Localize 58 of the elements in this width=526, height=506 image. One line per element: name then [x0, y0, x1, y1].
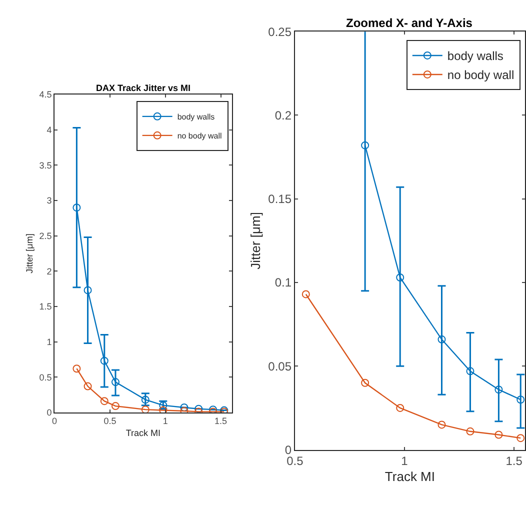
point [84, 382, 92, 390]
y-tick-label: 0 [284, 443, 292, 457]
point [100, 356, 108, 365]
chart-title: DAX Track Jitter vs MI [96, 83, 191, 93]
y-tick-label: 0.2 [274, 108, 292, 122]
point [302, 290, 310, 298]
point [466, 427, 474, 436]
y-tick-label: 2.5 [39, 230, 52, 241]
x-tick-label: 1 [401, 454, 408, 468]
x-tick-label: 1 [162, 416, 168, 426]
y-tick-label: 0 [46, 408, 52, 418]
point [72, 364, 81, 373]
legend-label: body walls [177, 112, 215, 122]
y-tick-label: 4 [46, 125, 52, 136]
point [111, 378, 120, 386]
point [516, 396, 525, 404]
y-tick-label: 4.5 [39, 90, 52, 100]
point [494, 386, 503, 394]
point [100, 397, 108, 406]
point [194, 404, 203, 412]
point [159, 406, 168, 412]
chart-title: Zoomed X- and Y-Axis [346, 16, 473, 30]
x-tick-label: 1.5 [506, 454, 523, 468]
point [72, 204, 81, 212]
point [180, 406, 188, 412]
point [494, 430, 503, 439]
y-tick-label: 3.5 [39, 160, 52, 170]
y-axis-title: Jitter [μm] [248, 212, 264, 270]
y-tick-label: 0.25 [268, 24, 292, 39]
y-tick-label: 3 [46, 196, 52, 206]
y-tick-label: 1.5 [39, 302, 52, 312]
x-tick-label: 1.5 [214, 416, 228, 426]
x-axis-title: Track MI [126, 428, 161, 438]
point [396, 274, 404, 282]
point [180, 403, 188, 412]
legend-label: no body wall [447, 68, 514, 82]
y-tick-label: 1 [46, 336, 52, 347]
point [84, 286, 92, 294]
point [438, 335, 446, 344]
y-tick-label: 0.1 [274, 276, 292, 290]
legend-label: body walls [447, 49, 504, 64]
y-tick-label: 0.5 [39, 372, 52, 382]
y-axis-title: Jitter [μm] [24, 234, 35, 274]
point [516, 434, 525, 442]
x-tick-label: 0.5 [286, 454, 304, 468]
legend-label: no body wall [177, 132, 222, 141]
point [111, 402, 120, 410]
point [361, 378, 370, 387]
x-axis-title: Track MI [384, 468, 436, 484]
y-tick-label: 2 [46, 266, 52, 276]
point [141, 406, 150, 412]
x-tick-label: 0.5 [104, 416, 116, 426]
point [361, 141, 370, 150]
y-tick-label: 0.05 [268, 359, 292, 374]
point [466, 367, 474, 376]
point [396, 404, 404, 412]
y-tick-label: 0.15 [268, 192, 292, 206]
point [438, 420, 446, 429]
